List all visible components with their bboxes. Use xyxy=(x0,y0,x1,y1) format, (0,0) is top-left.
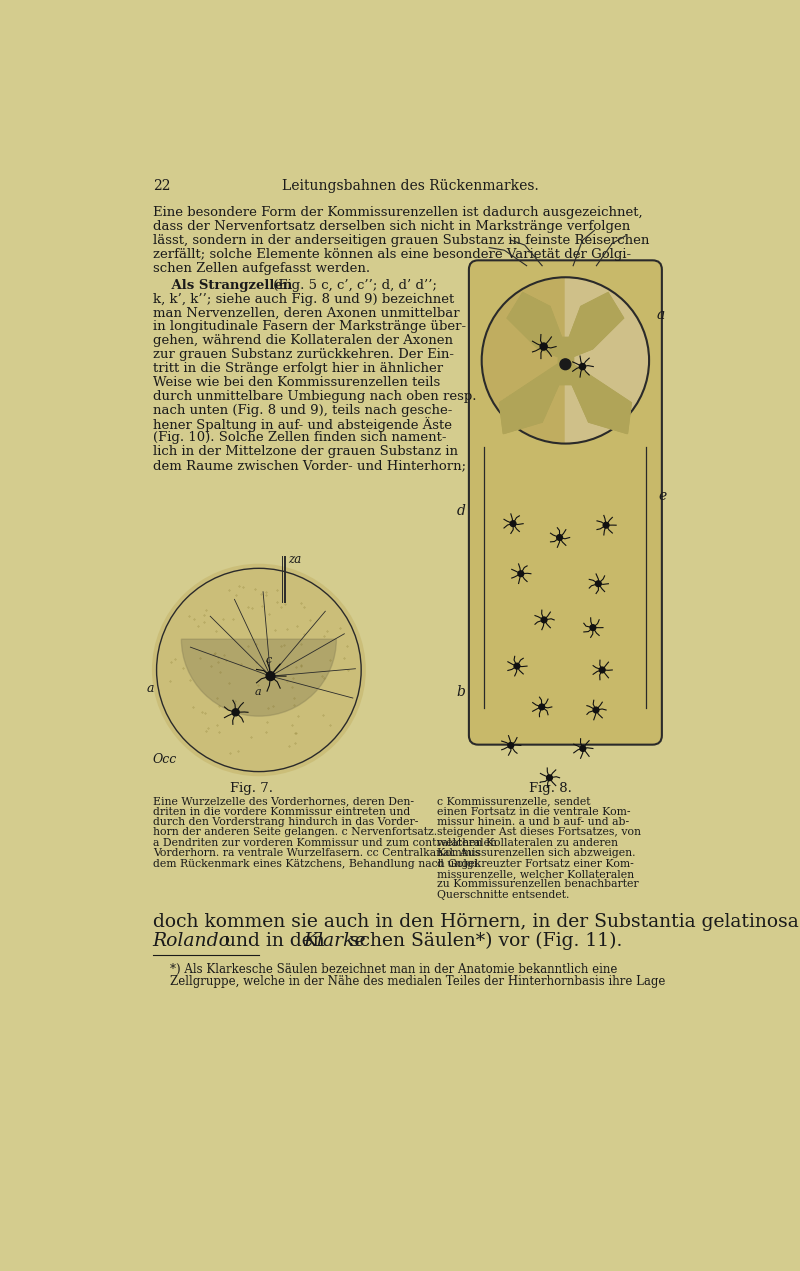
Circle shape xyxy=(603,522,609,527)
Text: in longitudinale Fasern der Markstränge über-: in longitudinale Fasern der Markstränge … xyxy=(153,320,466,333)
Text: Rolando: Rolando xyxy=(153,932,230,949)
Text: Occ: Occ xyxy=(153,754,177,766)
Text: schen Zellen aufgefasst werden.: schen Zellen aufgefasst werden. xyxy=(153,262,370,275)
Circle shape xyxy=(579,364,586,370)
Text: Querschnitte entsendet.: Querschnitte entsendet. xyxy=(437,890,570,900)
Circle shape xyxy=(560,358,571,370)
Text: Vorderhorn. ra ventrale Wurzelfasern. cc Centralkanal. Aus: Vorderhorn. ra ventrale Wurzelfasern. cc… xyxy=(153,848,480,858)
Text: a Dendriten zur vorderen Kommissur und zum contralateralen: a Dendriten zur vorderen Kommissur und z… xyxy=(153,838,497,848)
Circle shape xyxy=(580,746,586,751)
Text: doch kommen sie auch in den Hörnern, in der Substantia gelatinosa: doch kommen sie auch in den Hörnern, in … xyxy=(153,914,798,932)
Text: 22: 22 xyxy=(153,179,170,193)
Text: b: b xyxy=(457,685,466,699)
Circle shape xyxy=(508,742,514,749)
Text: lässt, sondern in der anderseitigen grauen Substanz in feinste Reiserchen: lässt, sondern in der anderseitigen grau… xyxy=(153,234,649,247)
Circle shape xyxy=(540,343,547,350)
Text: Fig. 7.: Fig. 7. xyxy=(230,783,274,796)
Text: Klarke: Klarke xyxy=(303,932,366,949)
Text: zerfällt; solche Elemente können als eine besondere Varietät der Golgi-: zerfällt; solche Elemente können als ein… xyxy=(153,248,631,261)
Text: tritt in die Stränge erfolgt hier in ähnlicher: tritt in die Stränge erfolgt hier in ähn… xyxy=(153,362,443,375)
Circle shape xyxy=(595,581,602,587)
Text: welchen Kollateralen zu anderen: welchen Kollateralen zu anderen xyxy=(437,838,618,848)
Text: a: a xyxy=(146,681,154,694)
Circle shape xyxy=(541,616,547,623)
Text: und in den: und in den xyxy=(218,932,330,949)
Circle shape xyxy=(593,707,599,713)
Polygon shape xyxy=(570,292,623,357)
Text: man Nervenzellen, deren Axonen unmittelbar: man Nervenzellen, deren Axonen unmittelb… xyxy=(153,306,459,319)
Text: a: a xyxy=(657,308,665,322)
Text: nach unten (Fig. 8 und 9), teils nach gesche-: nach unten (Fig. 8 und 9), teils nach ge… xyxy=(153,403,452,417)
Circle shape xyxy=(557,535,562,540)
Circle shape xyxy=(510,521,516,526)
Text: schen Säulen*) vor (Fig. 11).: schen Säulen*) vor (Fig. 11). xyxy=(350,932,622,949)
Polygon shape xyxy=(507,292,562,357)
Polygon shape xyxy=(499,365,559,433)
Text: dem Raume zwischen Vorder- und Hinterhorn;: dem Raume zwischen Vorder- und Hinterhor… xyxy=(153,459,466,472)
Text: lich in der Mittelzone der grauen Substanz in: lich in der Mittelzone der grauen Substa… xyxy=(153,445,458,458)
Text: za: za xyxy=(288,553,302,566)
Polygon shape xyxy=(571,365,631,433)
Text: Leitungsbahnen des Rückenmarkes.: Leitungsbahnen des Rückenmarkes. xyxy=(282,179,538,193)
Text: zu Kommissurenzellen benachbarter: zu Kommissurenzellen benachbarter xyxy=(437,880,638,890)
Text: Weise wie bei den Kommissurenzellen teils: Weise wie bei den Kommissurenzellen teil… xyxy=(153,376,440,389)
Text: missur hinein. a und b auf- und ab-: missur hinein. a und b auf- und ab- xyxy=(437,817,630,827)
Text: k, k’, k’’; siehe auch Fig. 8 und 9) bezeichnet: k, k’, k’’; siehe auch Fig. 8 und 9) bez… xyxy=(153,292,454,305)
Text: missurenzelle, welcher Kollateralen: missurenzelle, welcher Kollateralen xyxy=(437,869,634,880)
Circle shape xyxy=(539,704,545,709)
Text: e: e xyxy=(658,489,667,503)
Circle shape xyxy=(599,667,605,672)
Text: gehen, während die Kollateralen der Axonen: gehen, während die Kollateralen der Axon… xyxy=(153,334,453,347)
Circle shape xyxy=(483,278,647,442)
Text: (Fig. 10). Solche Zellen finden sich nament-: (Fig. 10). Solche Zellen finden sich nam… xyxy=(153,431,446,445)
Text: dem Rückenmark eines Kätzchens, Behandlung nach Golgi.: dem Rückenmark eines Kätzchens, Behandlu… xyxy=(153,859,480,868)
Text: horn der anderen Seite gelangen. c Nervenfortsatz.: horn der anderen Seite gelangen. c Nerve… xyxy=(153,827,437,838)
Polygon shape xyxy=(558,337,573,384)
Text: c: c xyxy=(562,337,569,351)
Text: durch den Vorderstrang hindurch in das Vorder-: durch den Vorderstrang hindurch in das V… xyxy=(153,817,418,827)
Text: c Kommissurenzelle, sendet: c Kommissurenzelle, sendet xyxy=(437,796,590,806)
Text: Zellgruppe, welche in der Nähe des medialen Teiles der Hinterhornbasis ihre Lage: Zellgruppe, welche in der Nähe des media… xyxy=(170,975,665,988)
Circle shape xyxy=(514,663,520,669)
Text: c: c xyxy=(265,655,271,665)
Text: steigender Ast dieses Fortsatzes, von: steigender Ast dieses Fortsatzes, von xyxy=(437,827,641,838)
Wedge shape xyxy=(182,639,336,716)
Circle shape xyxy=(590,625,596,630)
Text: d ungekreuzter Fortsatz einer Kom-: d ungekreuzter Fortsatz einer Kom- xyxy=(437,859,634,868)
Text: *) Als Klarkesche Säulen bezeichnet man in der Anatomie bekanntlich eine: *) Als Klarkesche Säulen bezeichnet man … xyxy=(170,962,617,976)
Text: Fig. 8.: Fig. 8. xyxy=(529,783,571,796)
Text: zur grauen Substanz zurückkehren. Der Ein-: zur grauen Substanz zurückkehren. Der Ei… xyxy=(153,348,454,361)
Circle shape xyxy=(518,571,524,577)
Text: dass der Nervenfortsatz derselben sich nicht in Markstränge verfolgen: dass der Nervenfortsatz derselben sich n… xyxy=(153,220,630,234)
Polygon shape xyxy=(499,365,559,433)
Text: Als Strangzellen: Als Strangzellen xyxy=(153,278,292,292)
Circle shape xyxy=(152,564,366,777)
Text: hener Spaltung in auf- und absteigende Äste: hener Spaltung in auf- und absteigende Ä… xyxy=(153,417,452,432)
Text: a: a xyxy=(255,686,262,697)
Polygon shape xyxy=(571,365,631,433)
Polygon shape xyxy=(507,292,562,357)
Circle shape xyxy=(232,709,239,716)
Wedge shape xyxy=(566,278,647,442)
Text: Eine Wurzelzelle des Vorderhornes, deren Den-: Eine Wurzelzelle des Vorderhornes, deren… xyxy=(153,796,414,806)
Text: einen Fortsatz in die ventrale Kom-: einen Fortsatz in die ventrale Kom- xyxy=(437,807,630,817)
Circle shape xyxy=(266,671,275,680)
FancyBboxPatch shape xyxy=(469,261,662,745)
Polygon shape xyxy=(558,337,573,384)
Text: durch unmittelbare Umbiegung nach oben resp.: durch unmittelbare Umbiegung nach oben r… xyxy=(153,390,476,403)
Text: Eine besondere Form der Kommissurenzellen ist dadurch ausgezeichnet,: Eine besondere Form der Kommissurenzelle… xyxy=(153,206,642,220)
Text: Kommissurenzellen sich abzweigen.: Kommissurenzellen sich abzweigen. xyxy=(437,848,636,858)
Text: driten in die vordere Kommissur eintreten und: driten in die vordere Kommissur eintrete… xyxy=(153,807,410,817)
Text: (Fig. 5 c, c’, c’’; d, d’ d’’;: (Fig. 5 c, c’, c’’; d, d’ d’’; xyxy=(269,278,437,292)
Polygon shape xyxy=(570,292,623,357)
Circle shape xyxy=(546,775,552,780)
Text: d: d xyxy=(457,505,466,519)
